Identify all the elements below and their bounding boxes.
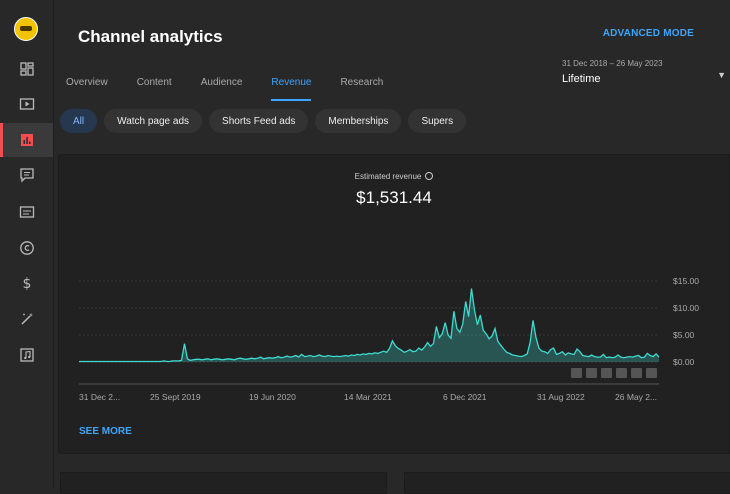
copyright-icon <box>19 241 34 255</box>
subtitles-icon <box>19 206 34 218</box>
sidebar-item-subtitles[interactable] <box>0 195 53 229</box>
tab-revenue[interactable]: Revenue <box>271 77 312 101</box>
sidebar: $ <box>0 0 54 489</box>
y-tick-label: $0.00 <box>673 357 695 367</box>
x-tick-label: 6 Dec 2021 <box>443 392 487 402</box>
x-tick-label: 25 Sept 2019 <box>150 392 201 402</box>
x-tick-label: 26 May 2... <box>615 392 657 402</box>
see-more-link[interactable]: SEE MORE <box>79 426 132 437</box>
event-marker-badge <box>631 368 642 378</box>
tab-audience[interactable]: Audience <box>200 77 243 88</box>
sidebar-item-comments[interactable] <box>0 158 53 192</box>
page-title: Channel analytics <box>78 27 223 46</box>
y-tick-label: $15.00 <box>673 276 699 286</box>
chip-memberships[interactable]: Memberships <box>315 109 402 133</box>
metric-label: Estimated revenue <box>59 172 729 181</box>
sidebar-item-analytics[interactable] <box>0 123 53 157</box>
revenue-card: Estimated revenue $1,531.44 $15.00 $10.00… <box>58 154 730 454</box>
chip-shorts-feed-ads[interactable]: Shorts Feed ads <box>209 109 309 133</box>
customization-icon <box>20 313 33 325</box>
chip-all[interactable]: All <box>60 109 98 133</box>
analytics-tabs: Overview Content Audience Revenue Resear… <box>66 77 412 101</box>
event-marker-badge <box>646 368 657 378</box>
sidebar-item-customization[interactable] <box>0 302 53 336</box>
channel-avatar[interactable] <box>14 17 38 41</box>
earn-icon: $ <box>22 276 31 291</box>
info-clock-icon[interactable] <box>425 172 434 180</box>
sidebar-item-content[interactable] <box>0 87 53 121</box>
event-marker-badge <box>601 368 612 378</box>
comments-icon <box>19 168 34 183</box>
event-marker-badge <box>616 368 627 378</box>
x-tick-label: 31 Aug 2022 <box>537 392 585 402</box>
date-range-text[interactable]: 31 Dec 2018 – 26 May 2023 <box>562 59 663 68</box>
dashboard-icon <box>19 62 34 76</box>
y-tick-label: $5.00 <box>673 330 695 340</box>
x-tick-label: 14 Mar 2021 <box>344 392 392 402</box>
event-marker-badge <box>571 368 582 378</box>
x-tick-label: 31 Dec 2... <box>79 392 120 402</box>
metric-label-text: Estimated revenue <box>354 172 422 181</box>
chip-supers[interactable]: Supers <box>408 109 467 133</box>
x-tick-label: 19 Jun 2020 <box>249 392 296 402</box>
audio-library-icon <box>19 348 34 362</box>
bottom-card-left <box>60 472 387 494</box>
date-preset-label[interactable]: Lifetime <box>562 73 601 85</box>
main-content: Channel analytics ADVANCED MODE Overview… <box>54 0 730 494</box>
sidebar-item-copyright[interactable] <box>0 231 53 265</box>
revenue-chart: $15.00 $10.00 $5.00 $0.00 31 Dec 2... 25 Sept… <box>79 276 699 402</box>
revenue-filter-chips: All Watch page ads Shorts Feed ads Membe… <box>60 109 473 133</box>
tab-overview[interactable]: Overview <box>66 77 108 88</box>
tab-content[interactable]: Content <box>136 77 172 88</box>
revenue-line <box>79 288 660 363</box>
metric-value: $1,531.44 <box>356 188 432 207</box>
event-marker-badge <box>586 368 597 378</box>
bottom-card-right <box>404 472 730 494</box>
tab-research[interactable]: Research <box>340 77 384 88</box>
chip-watch-page-ads[interactable]: Watch page ads <box>104 109 203 133</box>
advanced-mode-link[interactable]: ADVANCED MODE <box>602 28 694 39</box>
analytics-icon <box>20 134 33 146</box>
revenue-area <box>79 288 659 362</box>
svg-text:$: $ <box>22 276 31 291</box>
sidebar-item-audio-library[interactable] <box>0 338 53 372</box>
y-tick-label: $10.00 <box>673 303 699 313</box>
content-icon <box>19 98 34 110</box>
sidebar-item-dashboard[interactable] <box>0 52 53 86</box>
sidebar-item-earn[interactable]: $ <box>0 266 53 300</box>
date-dropdown-icon[interactable]: ▼ <box>717 70 726 80</box>
